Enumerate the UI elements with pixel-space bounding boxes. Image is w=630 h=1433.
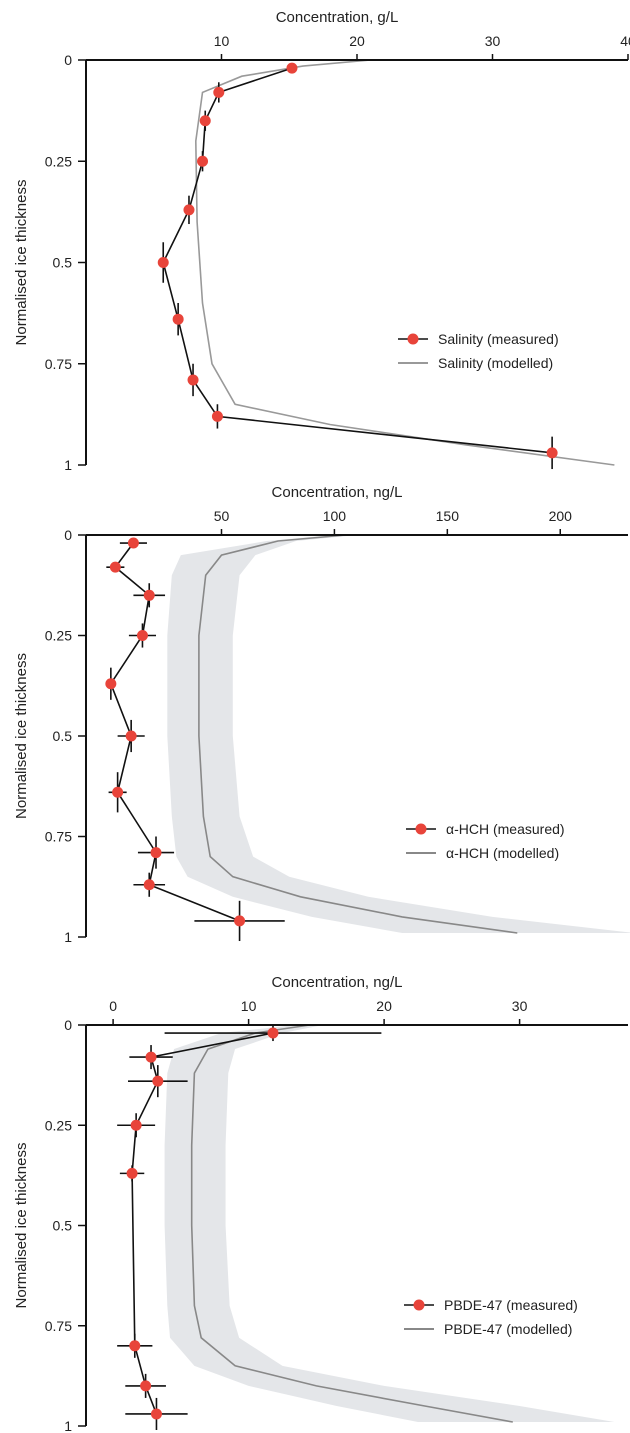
legend-swatch-marker (415, 823, 427, 835)
chart-panel-3: 0 10 20 30 0 0.25 0.5 0.75 1 Concentration, ng/L N… (13, 974, 628, 1433)
data-point (172, 313, 184, 325)
data-point (150, 847, 162, 859)
legend-label: PBDE-47 (modelled) (444, 1321, 572, 1337)
data-point (286, 62, 298, 74)
data-point (197, 155, 209, 167)
data-point (105, 678, 117, 690)
data-point (140, 1380, 152, 1392)
legend: α-HCH (measured) α-HCH (modelled) (406, 821, 565, 861)
data-point (157, 257, 169, 268)
data-point (546, 447, 558, 459)
data-point (130, 1119, 142, 1131)
data-point (183, 204, 195, 216)
legend: PBDE-47 (measured) PBDE-47 (modelled) (404, 1297, 578, 1337)
x-tick-label: 0 (109, 998, 117, 1014)
legend-swatch-marker (413, 1299, 425, 1311)
data-point (143, 879, 155, 891)
y-tick-label: 0.5 (53, 1218, 73, 1234)
x-tick-label: 200 (549, 508, 573, 524)
x-tick-label: 150 (436, 508, 460, 524)
x-axis-title: Concentration, ng/L (272, 974, 403, 991)
x-tick-label: 50 (214, 508, 230, 524)
y-tick-label: 0 (64, 1017, 72, 1033)
model-line (190, 1024, 513, 1423)
data-point (125, 730, 137, 742)
x-axis-title: Concentration, g/L (276, 9, 399, 26)
y-tick-label: 0.75 (45, 356, 72, 372)
data-point (187, 374, 199, 386)
data-point (127, 537, 139, 549)
y-tick-label: 1 (64, 929, 72, 945)
y-axis-title: Normalised ice thickness (13, 180, 30, 346)
model-band (164, 1025, 615, 1422)
y-tick-label: 0.5 (53, 255, 73, 271)
data-point (129, 1340, 141, 1352)
model-line (194, 59, 615, 466)
x-tick-label: 40 (620, 33, 630, 49)
y-tick-label: 1 (64, 457, 72, 473)
chart-panel-1: 10 20 30 40 0 0.25 0.5 0.75 1 Concentration, g/L N… (13, 9, 630, 473)
y-axis-title: Normalised ice thickness (13, 1143, 30, 1309)
data-point (152, 1075, 164, 1087)
x-tick-label: 10 (214, 33, 230, 49)
chart-panel-2: 50 100 150 200 0 0.25 0.5 0.75 1 Concentration, n… (13, 484, 630, 945)
data-point (109, 561, 121, 573)
legend-label: α-HCH (modelled) (446, 845, 559, 861)
legend: Salinity (measured) Salinity (modelled) (398, 331, 559, 371)
legend-label: PBDE-47 (measured) (444, 1297, 578, 1313)
x-axis-title: Concentration, ng/L (272, 484, 403, 501)
y-tick-label: 0.75 (45, 829, 72, 845)
y-tick-label: 0.25 (45, 628, 72, 644)
x-tick-label: 20 (376, 998, 392, 1014)
y-tick-label: 0.75 (45, 1318, 72, 1334)
y-tick-label: 0.25 (45, 153, 72, 169)
data-point (234, 915, 246, 927)
data-point (136, 630, 148, 641)
model-line (198, 534, 518, 934)
legend-label: α-HCH (measured) (446, 821, 565, 837)
measured-line (162, 67, 553, 454)
model-band (167, 535, 630, 933)
measured-line (109, 542, 240, 922)
data-point (213, 86, 225, 98)
data-point (145, 1051, 157, 1063)
data-point (211, 410, 223, 422)
data-point (150, 1408, 162, 1420)
x-tick-label: 10 (241, 998, 257, 1014)
data-point (112, 786, 124, 798)
data-point (267, 1027, 279, 1039)
data-point (199, 115, 211, 127)
y-axis-title: Normalised ice thickness (13, 653, 30, 819)
y-tick-label: 0.25 (45, 1117, 72, 1133)
legend-label: Salinity (modelled) (438, 355, 553, 371)
x-tick-label: 30 (485, 33, 501, 49)
y-tick-label: 0 (64, 52, 72, 68)
y-tick-label: 1 (64, 1418, 72, 1433)
legend-label: Salinity (measured) (438, 331, 559, 347)
y-tick-label: 0 (64, 527, 72, 543)
x-tick-label: 20 (349, 33, 365, 49)
x-tick-label: 100 (323, 508, 347, 524)
data-point (126, 1167, 138, 1179)
y-tick-label: 0.5 (53, 728, 73, 744)
data-point (143, 589, 155, 601)
x-tick-label: 30 (512, 998, 528, 1014)
legend-swatch-marker (407, 333, 419, 345)
